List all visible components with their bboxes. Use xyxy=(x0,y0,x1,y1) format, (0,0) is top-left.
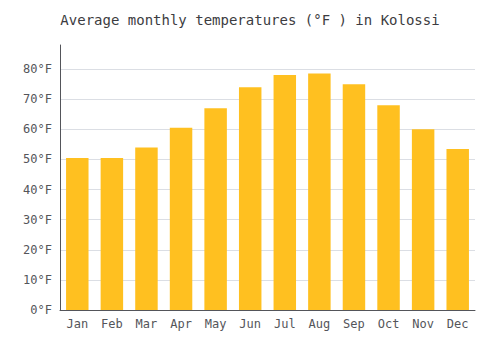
svg-text:20°F: 20°F xyxy=(23,243,52,257)
svg-text:Jul: Jul xyxy=(274,317,296,331)
svg-text:Nov: Nov xyxy=(412,317,434,331)
svg-text:30°F: 30°F xyxy=(23,213,52,227)
svg-text:80°F: 80°F xyxy=(23,62,52,76)
svg-text:Jun: Jun xyxy=(239,317,261,331)
svg-text:50°F: 50°F xyxy=(23,152,52,166)
svg-text:70°F: 70°F xyxy=(23,92,52,106)
svg-text:0°F: 0°F xyxy=(30,303,52,317)
svg-text:60°F: 60°F xyxy=(23,122,52,136)
svg-text:Aug: Aug xyxy=(309,317,331,331)
svg-text:Dec: Dec xyxy=(447,317,469,331)
svg-text:10°F: 10°F xyxy=(23,273,52,287)
svg-text:Mar: Mar xyxy=(136,317,158,331)
svg-text:Apr: Apr xyxy=(170,317,192,331)
svg-text:Jan: Jan xyxy=(66,317,88,331)
svg-text:May: May xyxy=(205,317,227,331)
svg-text:Oct: Oct xyxy=(378,317,400,331)
svg-text:Average monthly temperatures (: Average monthly temperatures (°F ) in Ko… xyxy=(60,12,439,28)
svg-text:Feb: Feb xyxy=(101,317,123,331)
svg-text:40°F: 40°F xyxy=(23,183,52,197)
svg-text:Sep: Sep xyxy=(343,317,365,331)
